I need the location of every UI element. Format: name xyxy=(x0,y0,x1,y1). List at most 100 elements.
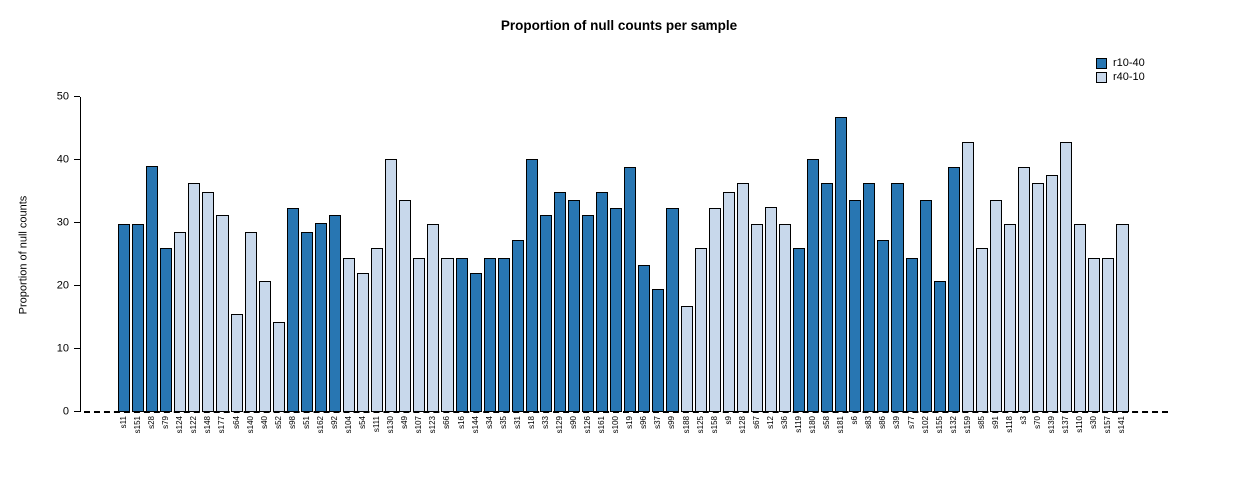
x-label-slot: s188 xyxy=(681,416,693,433)
x-label-slot: s161 xyxy=(596,416,608,433)
x-label-slot: s181 xyxy=(835,416,847,433)
bar-s54 xyxy=(357,272,370,412)
x-label-slot: s12 xyxy=(765,416,777,429)
x-label-slot: s70 xyxy=(1032,416,1044,429)
x-label-slot: s137 xyxy=(1060,416,1072,433)
legend-label: r10-40 xyxy=(1113,57,1145,69)
x-axis-tick-label: s92 xyxy=(329,416,339,429)
x-axis-tick-label: s141 xyxy=(1117,416,1127,434)
bar-s111 xyxy=(371,247,384,412)
x-label-slot: s85 xyxy=(976,416,988,429)
x-axis-tick-label: s148 xyxy=(203,416,213,434)
bar-slot xyxy=(975,97,988,412)
plot-area: 0 10 20 30 40 50 s11 s151 s28 s79 s124 s122 s148 s17… xyxy=(57,91,1170,433)
x-label-slot: s141 xyxy=(1116,416,1128,433)
x-axis-tick-label: s36 xyxy=(779,416,789,429)
x-axis-tick-label: s162 xyxy=(315,416,325,434)
bar-slot xyxy=(553,97,566,412)
bar-slot xyxy=(427,97,440,412)
x-label-slot: s3 xyxy=(1018,416,1030,424)
x-axis-tick-label: s19 xyxy=(625,416,635,429)
bar-s124 xyxy=(174,231,187,412)
x-axis-tick-label: s110 xyxy=(1075,416,1085,433)
bar-s67 xyxy=(750,223,763,412)
bar-slot xyxy=(525,97,538,412)
x-label-slot: s162 xyxy=(315,416,327,433)
x-axis-tick-label: s34 xyxy=(484,416,494,429)
bar-slot xyxy=(1088,97,1101,412)
x-axis-tick-label: s144 xyxy=(470,416,480,434)
x-label-slot: s157 xyxy=(1102,416,1114,433)
bar-s99 xyxy=(666,207,679,412)
bar-s85 xyxy=(975,248,988,412)
bar-slot xyxy=(933,97,946,412)
y-axis-tick xyxy=(74,96,80,97)
bar-slot xyxy=(314,97,327,412)
x-axis-tick-label: s67 xyxy=(751,416,761,429)
x-label-slot: s111 xyxy=(371,416,383,432)
bar-slot xyxy=(750,97,763,412)
x-label-slot: s31 xyxy=(512,416,524,429)
x-axis-tick-label: s139 xyxy=(1047,416,1057,434)
bar-s139 xyxy=(1046,175,1059,412)
bar-s100 xyxy=(610,207,623,412)
bar-s161 xyxy=(596,191,609,412)
x-axis-tick-label: s6 xyxy=(850,416,860,425)
bar-s151 xyxy=(132,224,145,412)
bar-slot xyxy=(680,97,693,412)
bar-s128 xyxy=(736,182,749,412)
bar-s70 xyxy=(1032,183,1045,412)
y-axis-tick xyxy=(74,285,80,286)
bar-s110 xyxy=(1074,224,1087,412)
bar-slot xyxy=(300,97,313,412)
bar-s3 xyxy=(1018,166,1031,412)
x-axis-tick-label: s107 xyxy=(414,416,424,434)
x-label-slot: s92 xyxy=(329,416,341,429)
x-label-slot: s96 xyxy=(638,416,650,429)
bar-s52 xyxy=(272,321,285,412)
bar-s51 xyxy=(300,231,313,412)
bar-s58 xyxy=(821,182,834,412)
bar-slot xyxy=(568,97,581,412)
x-label-slot: s39 xyxy=(891,416,903,429)
x-label-slot: s40 xyxy=(259,416,271,429)
y-axis-tick-label: 30 xyxy=(56,216,69,229)
x-label-slot: s67 xyxy=(751,416,763,429)
x-label-slot: s98 xyxy=(287,416,299,429)
y-axis-tick-label: 50 xyxy=(56,90,69,103)
x-label-slot: s148 xyxy=(202,416,214,433)
x-label-slot: s86 xyxy=(877,416,889,429)
x-axis-tick-label: s122 xyxy=(189,416,199,434)
x-axis-labels: s11 s151 s28 s79 s124 s122 s148 s177 s64 s140 s40 s… xyxy=(118,416,1128,433)
bar-slot xyxy=(877,97,890,412)
bar-s158 xyxy=(708,207,721,412)
x-axis-tick-label: s158 xyxy=(709,416,719,434)
bar-s83 xyxy=(863,183,876,412)
bar-slot xyxy=(1060,97,1073,412)
x-axis-tick-label: s28 xyxy=(147,416,157,429)
x-label-slot: s11 xyxy=(118,416,130,428)
x-axis-tick-label: s159 xyxy=(962,416,972,434)
x-axis-tick-label: s40 xyxy=(259,416,269,429)
bar-slot xyxy=(708,97,721,412)
bar-s77 xyxy=(905,257,918,412)
bar-slot xyxy=(539,97,552,412)
bar-s66 xyxy=(441,257,454,412)
x-axis-tick-label: s11 xyxy=(119,416,129,429)
bar-s96 xyxy=(638,264,651,412)
x-label-slot: s144 xyxy=(470,416,482,433)
bar-s37 xyxy=(652,288,665,412)
x-axis-tick-label: s118 xyxy=(1004,416,1014,433)
bar-s79 xyxy=(160,248,173,412)
x-axis-tick-label: s140 xyxy=(245,416,255,434)
bar-s34 xyxy=(483,257,496,412)
x-axis-tick-label: s85 xyxy=(976,416,986,429)
bar-s122 xyxy=(188,182,201,412)
bar-s137 xyxy=(1060,142,1073,412)
x-axis-tick-label: s16 xyxy=(456,416,466,429)
x-label-slot: s16 xyxy=(456,416,468,429)
bar-slot xyxy=(652,97,665,412)
bars-container xyxy=(118,97,1129,412)
bar-slot xyxy=(582,97,595,412)
y-axis-tick-label: 40 xyxy=(56,153,69,166)
